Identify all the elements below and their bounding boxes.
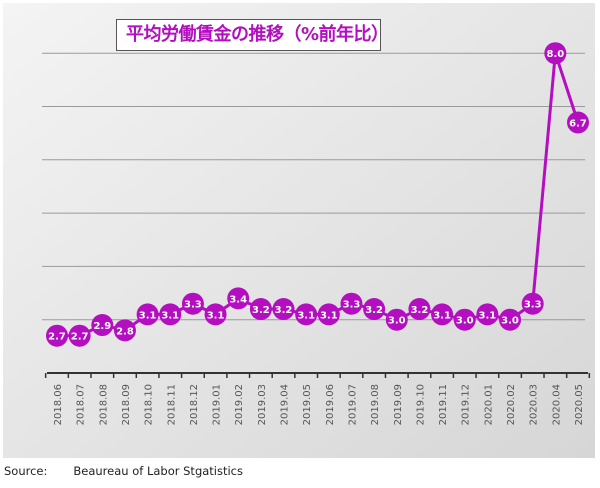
- source-note: Source: Beaureau of Labor Stgatistics: [4, 464, 269, 478]
- x-tick-label: 2018.12: [189, 384, 200, 425]
- x-tick-label: 2019.04: [280, 384, 291, 425]
- data-point: [385, 308, 408, 331]
- data-label: 3.1: [320, 310, 338, 321]
- data-point: [68, 324, 91, 347]
- data-point: [544, 42, 567, 65]
- data-label: 3.2: [252, 305, 270, 316]
- data-label: 3.4: [229, 294, 247, 305]
- x-tick-label: 2019.10: [415, 384, 426, 425]
- chart-title: 平均労働賃金の推移（%前年比）: [116, 19, 389, 51]
- data-point: [499, 308, 522, 331]
- x-tick-label: 2018.07: [76, 384, 87, 425]
- data-point: [521, 292, 544, 315]
- data-label: 3.3: [524, 300, 542, 311]
- data-label: 8.0: [546, 49, 564, 60]
- data-point: [46, 324, 68, 347]
- x-tick-label: 2019.02: [234, 384, 245, 425]
- x-tick-label: 2018.10: [144, 384, 155, 425]
- data-label: 3.1: [479, 310, 497, 321]
- data-label: 3.1: [207, 310, 225, 321]
- data-point: [476, 303, 499, 326]
- data-point: [340, 292, 363, 315]
- data-label: 3.1: [297, 310, 315, 321]
- data-label: 3.3: [343, 300, 361, 311]
- plot-background: [3, 3, 595, 458]
- x-tick-label: 2020.05: [574, 384, 585, 425]
- data-label: 2.8: [116, 326, 134, 337]
- data-point: [453, 308, 476, 331]
- data-point: [227, 287, 250, 310]
- x-tick-label: 2019.06: [325, 384, 336, 425]
- data-label: 3.3: [184, 300, 202, 311]
- x-tick-label: 2019.12: [461, 384, 472, 425]
- data-label: 3.0: [388, 316, 406, 327]
- x-tick-label: 2020.02: [506, 384, 517, 425]
- data-point: [91, 314, 114, 337]
- x-tick-label: 2019.07: [347, 384, 358, 425]
- source-text: Beaureau of Labor Stgatistics: [73, 464, 243, 478]
- data-label: 3.1: [433, 310, 451, 321]
- x-tick-label: 2019.09: [393, 384, 404, 425]
- data-point: [136, 303, 159, 326]
- x-tick-label: 2019.01: [212, 384, 223, 425]
- data-point: [295, 303, 318, 326]
- x-tick-label: 2019.03: [257, 384, 268, 425]
- data-label: 2.9: [93, 321, 111, 332]
- x-tick-label: 2018.11: [166, 384, 177, 425]
- data-point: [249, 298, 272, 321]
- x-tick-label: 2020.03: [529, 384, 540, 425]
- data-point: [113, 319, 136, 342]
- data-label: 3.2: [275, 305, 293, 316]
- x-tick-label: 2020.01: [483, 384, 494, 425]
- data-point: [567, 111, 589, 134]
- data-point: [159, 303, 182, 326]
- data-point: [317, 303, 340, 326]
- data-label: 3.2: [411, 305, 429, 316]
- data-point: [431, 303, 454, 326]
- data-label: 6.7: [569, 118, 587, 129]
- data-point: [363, 298, 386, 321]
- x-tick-label: 2019.08: [370, 384, 381, 425]
- data-point: [181, 292, 204, 315]
- x-tick-label: 2020.04: [551, 384, 562, 425]
- data-label: 3.0: [456, 316, 474, 327]
- x-tick-label: 2019.05: [302, 384, 313, 425]
- data-label: 3.0: [501, 316, 519, 327]
- data-label: 3.1: [139, 310, 157, 321]
- data-label: 2.7: [48, 332, 66, 343]
- data-label: 3.2: [365, 305, 383, 316]
- data-label: 3.1: [161, 310, 179, 321]
- data-point: [204, 303, 227, 326]
- x-tick-label: 2018.08: [98, 384, 109, 425]
- x-tick-label: 2019.11: [438, 384, 449, 425]
- x-tick-label: 2018.09: [121, 384, 132, 425]
- data-point: [408, 298, 431, 321]
- x-tick-label: 2018.06: [53, 384, 64, 425]
- data-label: 2.7: [71, 332, 89, 343]
- data-point: [272, 298, 295, 321]
- source-label: Source:: [4, 464, 48, 478]
